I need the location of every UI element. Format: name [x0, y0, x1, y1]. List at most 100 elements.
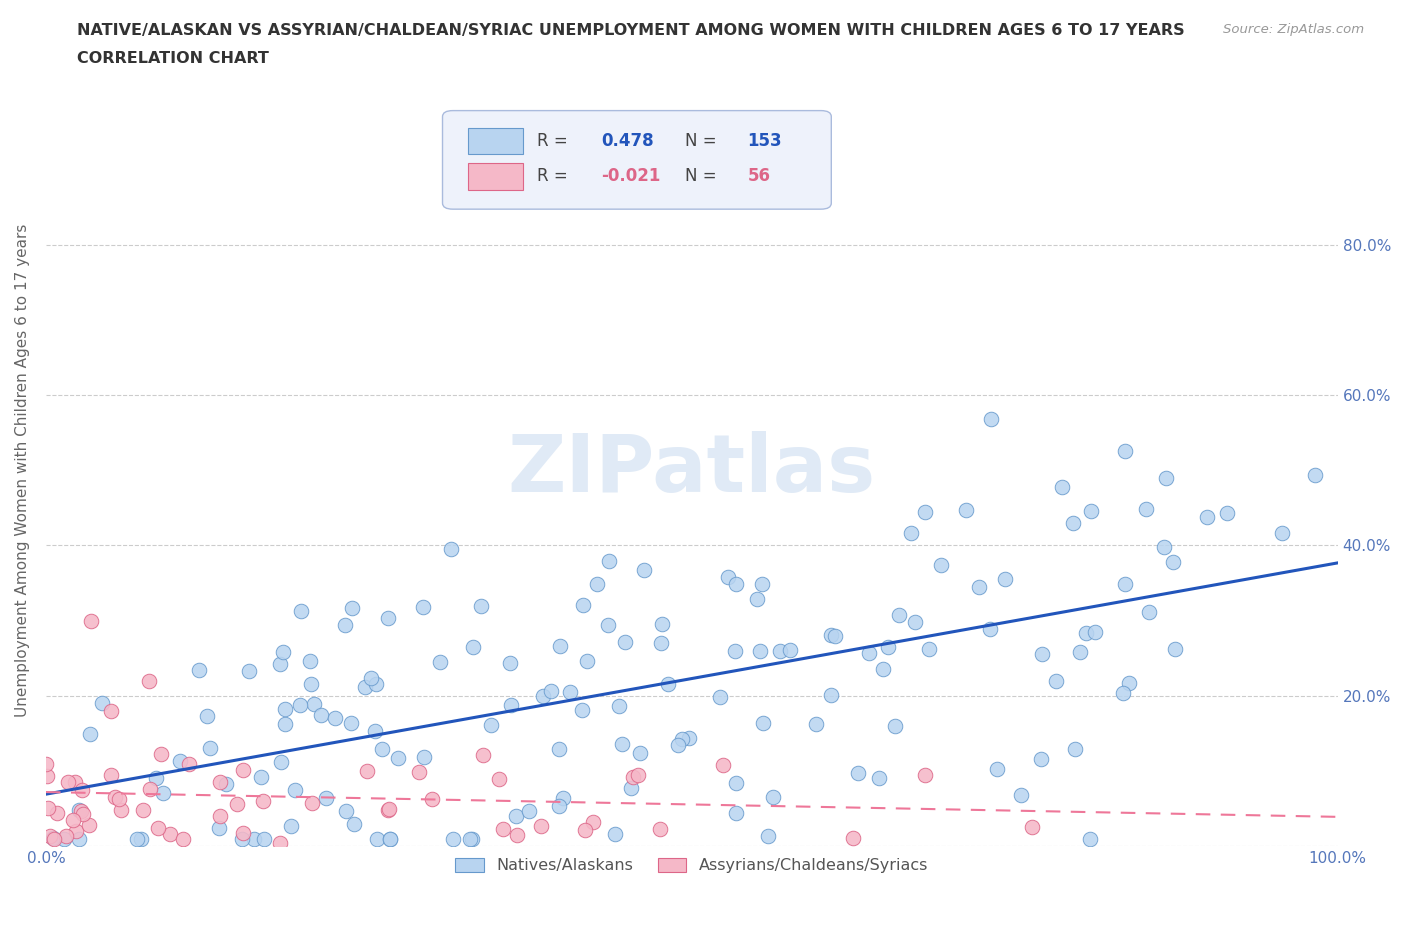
Point	[918, 642, 941, 657]
Point	[377, 803, 399, 817]
Point	[1154, 471, 1177, 485]
Point	[605, 827, 627, 842]
Point	[290, 604, 312, 618]
Point	[620, 780, 643, 795]
Point	[67, 831, 90, 846]
Point	[208, 775, 231, 790]
Point	[152, 785, 174, 800]
Point	[1216, 506, 1239, 521]
Point	[378, 831, 401, 846]
Point	[1135, 501, 1157, 516]
Point	[1010, 788, 1032, 803]
Point	[301, 796, 323, 811]
Point	[269, 657, 291, 671]
Point	[72, 806, 94, 821]
Point	[177, 756, 200, 771]
Point	[232, 763, 254, 777]
Point	[501, 698, 523, 712]
Point	[195, 708, 218, 723]
Point	[339, 716, 361, 731]
Point	[138, 673, 160, 688]
Point	[914, 505, 936, 520]
Point	[505, 809, 527, 824]
Point	[343, 817, 366, 831]
Point	[1114, 577, 1136, 591]
Point	[149, 747, 172, 762]
Point	[1118, 676, 1140, 691]
Point	[1045, 673, 1067, 688]
Point	[371, 741, 394, 756]
Point	[1303, 468, 1326, 483]
Point	[1112, 685, 1135, 700]
Point	[560, 684, 582, 699]
Text: 153: 153	[748, 132, 782, 150]
Point	[842, 830, 865, 845]
Point	[70, 804, 93, 818]
Point	[586, 576, 609, 591]
Point	[779, 643, 801, 658]
Point	[232, 825, 254, 840]
Point	[900, 525, 922, 540]
Point	[711, 757, 734, 772]
Point	[299, 653, 322, 668]
Point	[820, 687, 842, 702]
Point	[225, 797, 247, 812]
Point	[596, 618, 619, 632]
Point	[1021, 820, 1043, 835]
Point	[756, 829, 779, 844]
Point	[1271, 525, 1294, 540]
Point	[238, 663, 260, 678]
Point	[666, 737, 689, 752]
Point	[70, 783, 93, 798]
Point	[309, 708, 332, 723]
Point	[1062, 516, 1084, 531]
Point	[550, 639, 572, 654]
Point	[80, 613, 103, 628]
Point	[505, 827, 527, 842]
Point	[824, 629, 846, 644]
Point	[582, 815, 605, 830]
Point	[429, 655, 451, 670]
Point	[979, 621, 1001, 636]
Point	[284, 782, 307, 797]
Point	[422, 791, 444, 806]
Point	[188, 663, 211, 678]
Point	[139, 781, 162, 796]
Bar	[468, 164, 523, 190]
Point	[572, 597, 595, 612]
Point	[413, 750, 436, 764]
Point	[884, 719, 907, 734]
Point	[458, 831, 481, 846]
Point	[1164, 642, 1187, 657]
Point	[1161, 555, 1184, 570]
Point	[548, 742, 571, 757]
Point	[169, 754, 191, 769]
Point	[607, 698, 630, 713]
Bar	[468, 128, 523, 154]
Point	[159, 827, 181, 842]
Point	[1078, 831, 1101, 846]
FancyBboxPatch shape	[443, 111, 831, 209]
Point	[172, 831, 194, 846]
Point	[610, 737, 633, 751]
Text: N =: N =	[685, 167, 717, 185]
Point	[364, 724, 387, 739]
Point	[709, 690, 731, 705]
Point	[104, 789, 127, 804]
Point	[650, 636, 672, 651]
Point	[724, 776, 747, 790]
Point	[62, 813, 84, 828]
Point	[1197, 510, 1219, 525]
Text: 56: 56	[748, 167, 770, 185]
Point	[762, 790, 785, 804]
Point	[79, 727, 101, 742]
Point	[46, 805, 69, 820]
Point	[531, 688, 554, 703]
Point	[65, 824, 87, 839]
Point	[724, 805, 747, 820]
Point	[621, 770, 644, 785]
Point	[929, 558, 952, 573]
Point	[769, 644, 792, 658]
Point	[752, 716, 775, 731]
Point	[441, 831, 464, 846]
